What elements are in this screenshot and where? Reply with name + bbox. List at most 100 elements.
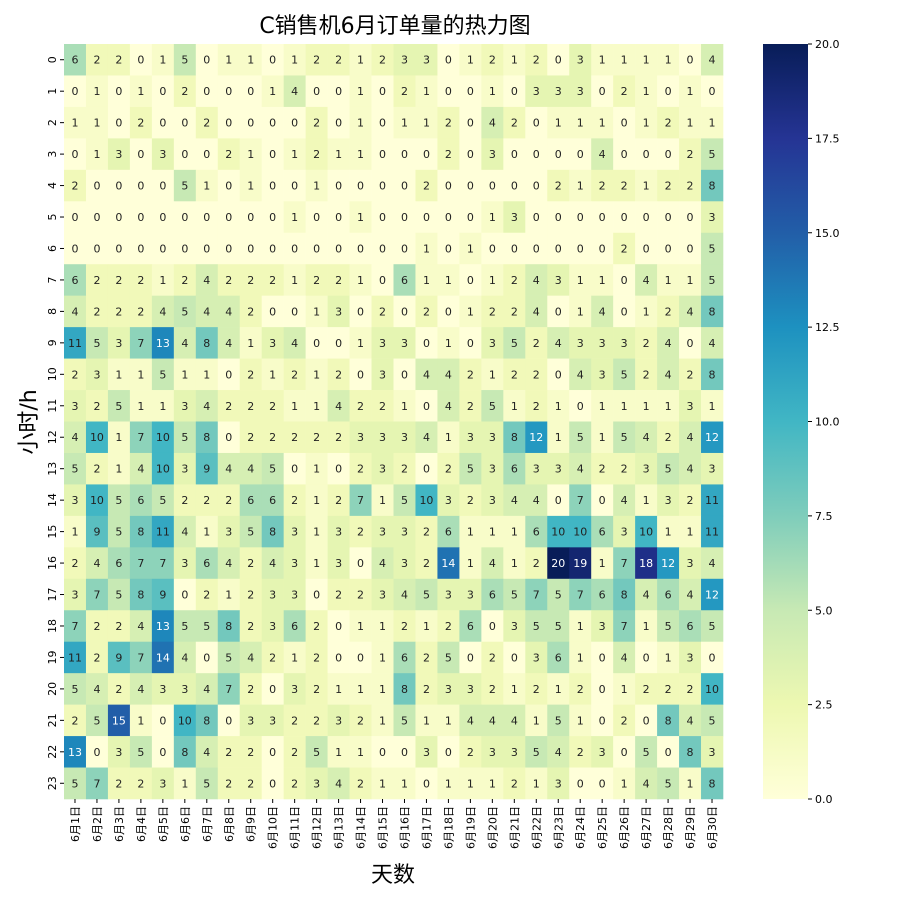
cell-value-label: 3	[401, 526, 408, 539]
heatmap-cell	[393, 673, 416, 705]
cell-value-label: 7	[621, 557, 628, 570]
heatmap-cell	[569, 704, 592, 737]
heatmap-cell	[459, 169, 482, 202]
cell-value-label: 1	[313, 305, 320, 318]
heatmap-cell	[613, 358, 636, 391]
heatmap-cell	[459, 232, 482, 265]
heatmap-cell	[657, 673, 680, 705]
cell-value-label: 1	[555, 683, 562, 696]
heatmap-cell	[129, 295, 153, 328]
cell-value-label: 0	[291, 180, 298, 193]
heatmap-cell	[415, 44, 438, 76]
cell-value-label: 2	[225, 274, 232, 287]
heatmap-cell	[437, 169, 460, 202]
heatmap-cell	[701, 547, 724, 580]
cell-value-label: 4	[203, 274, 210, 287]
heatmap-cell	[283, 138, 306, 171]
cell-value-label: 1	[159, 274, 166, 287]
cell-value-label: 0	[599, 777, 606, 790]
heatmap-cell	[64, 673, 87, 705]
heatmap-cell	[64, 358, 87, 391]
cell-value-label: 4	[225, 305, 232, 318]
cell-value-label: 3	[71, 589, 78, 602]
heatmap-cell	[701, 578, 724, 611]
heatmap-cell	[525, 138, 548, 171]
heatmap-cell	[591, 673, 614, 705]
cell-value-label: 1	[379, 651, 386, 664]
heatmap-cell	[569, 75, 592, 108]
cell-value-label: 0	[665, 746, 672, 759]
cell-value-label: 2	[115, 54, 122, 67]
cell-value-label: 1	[577, 274, 584, 287]
heatmap-cell	[85, 75, 109, 108]
cell-value-label: 1	[313, 526, 320, 539]
cell-value-label: 8	[225, 620, 232, 633]
heatmap-cell	[481, 547, 504, 580]
heatmap-cell	[195, 484, 219, 517]
cell-value-label: 1	[577, 651, 584, 664]
cell-value-label: 0	[621, 274, 628, 287]
heatmap-cell	[481, 421, 504, 454]
heatmap-cell	[679, 75, 702, 108]
cell-value-label: 4	[445, 368, 452, 381]
cell-value-label: 0	[269, 777, 276, 790]
heatmap-cell	[437, 547, 460, 580]
heatmap-cell	[481, 75, 504, 108]
y-tick-label: 4	[46, 182, 59, 189]
cell-value-label: 14	[156, 651, 170, 664]
heatmap-cell	[503, 610, 526, 643]
heatmap-cell	[371, 515, 394, 548]
heatmap-cell	[679, 704, 702, 737]
heatmap-cell	[525, 610, 548, 643]
heatmap-cell	[151, 578, 175, 611]
cell-value-label: 1	[203, 526, 210, 539]
cell-value-label: 0	[489, 620, 496, 633]
cell-value-label: 3	[555, 777, 562, 790]
cell-value-label: 2	[225, 148, 232, 161]
heatmap-cell	[261, 75, 284, 108]
cell-value-label: 1	[291, 54, 298, 67]
cell-value-label: 0	[181, 242, 188, 255]
cell-value-label: 0	[335, 85, 342, 98]
cell-value-label: 5	[401, 714, 408, 727]
cell-value-label: 4	[599, 148, 606, 161]
heatmap-cell	[239, 704, 262, 737]
heatmap-cell	[437, 201, 460, 234]
cell-value-label: 2	[93, 651, 100, 664]
heatmap-cell	[64, 390, 87, 422]
heatmap-cell	[591, 484, 614, 517]
cell-value-label: 1	[467, 54, 474, 67]
cell-value-label: 2	[511, 777, 518, 790]
heatmap-cell	[327, 358, 350, 391]
heatmap-cell	[327, 138, 350, 171]
cell-value-label: 4	[489, 557, 496, 570]
heatmap-cell	[547, 295, 570, 328]
heatmap-cell	[569, 452, 592, 485]
heatmap-cell	[305, 358, 328, 391]
cell-value-label: 2	[379, 54, 386, 67]
x-tick-label: 6月26日	[618, 806, 631, 849]
heatmap-cell	[657, 641, 680, 674]
heatmap-cell	[547, 610, 570, 643]
cell-value-label: 1	[489, 368, 496, 381]
cell-value-label: 0	[291, 242, 298, 255]
heatmap-cell	[701, 736, 724, 768]
heatmap-cell	[151, 452, 175, 485]
cell-value-label: 12	[705, 431, 719, 444]
heatmap-cell	[591, 578, 614, 611]
cell-value-label: 1	[247, 148, 254, 161]
cell-value-label: 4	[203, 400, 210, 413]
cell-value-label: 2	[467, 400, 474, 413]
heatmap-cell-labels: 6 2 2 0 1 5 0 1 1 0 1 2 2 1 2 3 3 0 1 2 1 2 0 3 1 1 1 1 0 40 1 0 1 0 2 0 0 0 1…	[68, 54, 719, 791]
heatmap-cell	[437, 232, 460, 265]
cell-value-label: 4	[687, 431, 694, 444]
cell-value-label: 1	[291, 651, 298, 664]
cell-value-label: 1	[357, 337, 364, 350]
x-tick-label: 6月13日	[333, 806, 346, 849]
heatmap-cell	[239, 327, 262, 359]
heatmap-cell	[613, 106, 636, 139]
heatmap-cell	[305, 106, 328, 139]
heatmap-cell	[437, 75, 460, 108]
cell-value-label: 0	[313, 211, 320, 224]
heatmap-cell	[349, 641, 372, 674]
